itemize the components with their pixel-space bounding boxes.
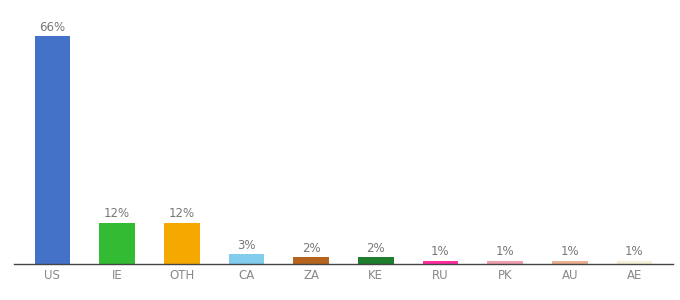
Text: 66%: 66% (39, 21, 65, 34)
Bar (552, 260, 588, 264)
Text: 2%: 2% (367, 242, 385, 255)
Bar (99, 223, 135, 264)
Bar (488, 260, 523, 264)
Text: 1%: 1% (560, 245, 579, 259)
Bar (35, 36, 70, 264)
Text: 12%: 12% (104, 207, 130, 220)
Text: 3%: 3% (237, 238, 256, 251)
Text: 1%: 1% (496, 245, 514, 259)
Bar (164, 223, 199, 264)
Text: 1%: 1% (625, 245, 644, 259)
Text: 1%: 1% (431, 245, 449, 259)
Text: 2%: 2% (302, 242, 320, 255)
Bar (228, 254, 265, 264)
Text: 12%: 12% (169, 207, 194, 220)
Bar (358, 257, 394, 264)
Bar (422, 260, 458, 264)
Bar (617, 260, 652, 264)
Bar (293, 257, 329, 264)
